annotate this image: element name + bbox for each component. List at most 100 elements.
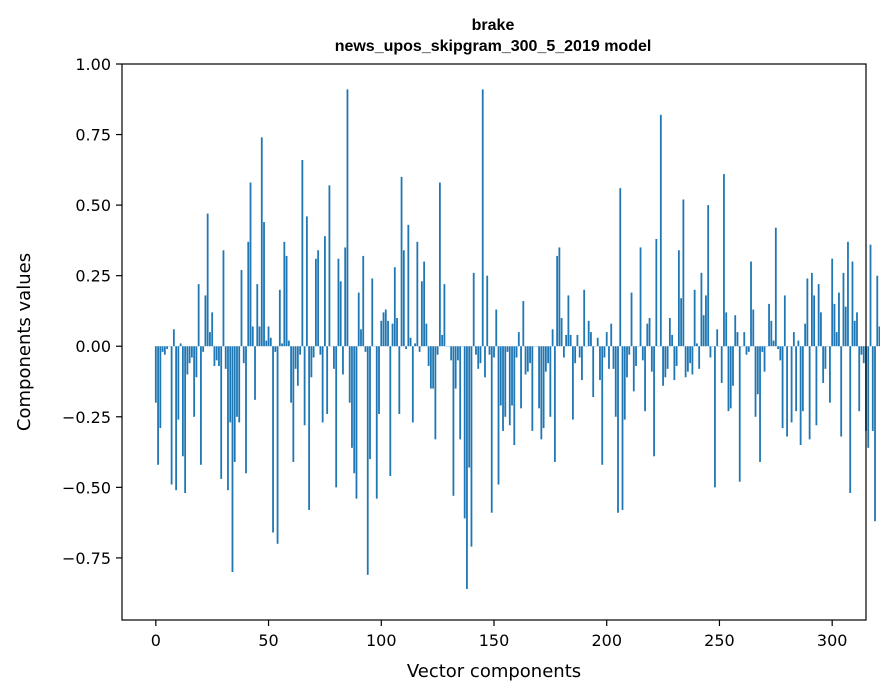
- bar-201: [608, 346, 610, 369]
- bar-186: [574, 346, 577, 364]
- bar-170: [538, 346, 540, 409]
- bar-37: [238, 346, 241, 423]
- bar-178: [556, 255, 559, 347]
- bar-215: [639, 247, 642, 347]
- bar-50: [267, 326, 270, 347]
- bar-102: [384, 309, 387, 347]
- bar-17: [193, 346, 196, 417]
- bar-291: [810, 272, 813, 347]
- bar-80: [335, 346, 338, 488]
- bar-54: [276, 346, 279, 544]
- bar-4: [163, 346, 166, 355]
- bar-19: [197, 284, 200, 347]
- bar-182: [565, 334, 568, 347]
- bar-48: [263, 222, 265, 347]
- bar-243: [702, 315, 705, 347]
- bar-283: [792, 332, 795, 347]
- bar-320: [876, 275, 879, 347]
- bar-41: [247, 241, 250, 347]
- bar-311: [856, 312, 858, 347]
- bar-147: [486, 275, 489, 347]
- bar-114: [411, 346, 414, 423]
- bar-207: [621, 346, 624, 510]
- bar-301: [833, 303, 836, 347]
- bar-209: [626, 346, 628, 378]
- bar-277: [779, 346, 782, 361]
- bar-91: [360, 329, 362, 347]
- bar-119: [423, 261, 426, 347]
- bar-120: [425, 323, 428, 347]
- bar-254: [727, 346, 730, 412]
- bar-202: [610, 323, 613, 347]
- bar-128: [443, 284, 446, 347]
- bar-239: [693, 289, 696, 347]
- bar-235: [684, 346, 687, 378]
- bar-213: [635, 346, 637, 366]
- bar-245: [707, 205, 710, 347]
- bar-47: [260, 137, 263, 347]
- bar-105: [391, 323, 394, 347]
- bar-269: [761, 346, 764, 352]
- bar-144: [479, 346, 482, 364]
- bar-61: [292, 346, 295, 462]
- bar-304: [840, 346, 843, 437]
- bar-238: [691, 346, 694, 375]
- bar-180: [560, 318, 563, 347]
- bar-46: [258, 326, 261, 347]
- bar-249: [716, 329, 719, 347]
- bar-296: [822, 346, 825, 383]
- bar-312: [858, 346, 861, 412]
- bar-58: [285, 255, 288, 347]
- bar-263: [747, 346, 750, 352]
- bar-158: [511, 346, 513, 406]
- x-tick-label-300: 300: [817, 631, 848, 650]
- bar-51: [269, 337, 272, 347]
- bar-25: [211, 312, 214, 347]
- bar-36: [236, 346, 238, 417]
- bar-190: [583, 289, 586, 347]
- bar-67: [305, 216, 308, 347]
- bar-216: [641, 346, 644, 361]
- bar-181: [562, 346, 565, 358]
- bar-218: [646, 323, 649, 347]
- bar-38: [240, 270, 243, 347]
- bar-33: [229, 346, 232, 423]
- bar-106: [393, 267, 396, 347]
- bar-60: [290, 346, 292, 403]
- x-axis-ticks: 0 50 100 150 200 250 300: [151, 620, 848, 650]
- bar-42: [249, 182, 252, 347]
- bar-258: [736, 332, 739, 347]
- bar-184: [569, 334, 572, 347]
- bar-199: [603, 346, 606, 358]
- bar-115: [414, 343, 416, 347]
- bar-314: [862, 346, 865, 364]
- bar-259: [738, 346, 741, 482]
- bar-200: [605, 332, 608, 347]
- bar-253: [725, 312, 728, 347]
- bar-15: [188, 346, 191, 364]
- bar-26: [213, 346, 216, 366]
- bar-55: [278, 289, 281, 347]
- bar-248: [714, 346, 716, 488]
- bar-275: [774, 227, 777, 347]
- bar-192: [587, 320, 590, 347]
- bar-12: [181, 346, 184, 457]
- bar-285: [797, 340, 800, 347]
- bar-212: [632, 346, 635, 392]
- bar-138: [466, 346, 468, 589]
- plot-frame: [121, 63, 867, 621]
- bar-279: [783, 295, 786, 347]
- y-axis-label: Components values: [14, 253, 35, 431]
- bar-73: [319, 346, 322, 355]
- bar-229: [671, 334, 674, 347]
- bar-194: [592, 346, 595, 398]
- bar-154: [502, 346, 504, 431]
- x-axis-label: Vector components: [407, 661, 581, 682]
- y-tick-label-4: 0.25: [75, 267, 111, 286]
- bar-290: [808, 346, 811, 440]
- bar-137: [463, 346, 466, 519]
- bar-40: [245, 346, 247, 474]
- bar-53: [274, 346, 277, 352]
- bar-300: [831, 258, 834, 347]
